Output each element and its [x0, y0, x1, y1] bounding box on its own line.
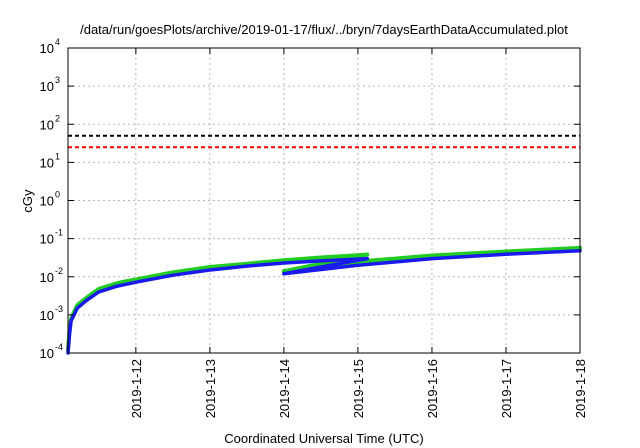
x-tick-label: 2019-1-17	[499, 359, 514, 418]
x-axis-label: Coordinated Universal Time (UTC)	[224, 431, 423, 446]
y-tick-exponent: 3	[55, 75, 60, 85]
y-axis-label: cGy	[20, 189, 35, 213]
x-tick-label: 2019-1-18	[573, 359, 588, 418]
y-tick-exponent: 2	[55, 113, 60, 123]
plot-frame	[67, 47, 581, 354]
y-tick-exponent: 1	[55, 151, 60, 161]
y-tick-label: 10	[40, 270, 54, 285]
data-series	[66, 245, 582, 355]
x-tick-label: 2019-1-15	[351, 359, 366, 418]
y-tick-label: 10	[40, 79, 54, 94]
y-tick-exponent: -2	[55, 266, 63, 276]
x-tick-label: 2019-1-14	[277, 359, 292, 418]
y-tick-label: 10	[40, 308, 54, 323]
y-tick-exponent: 4	[55, 37, 60, 47]
x-tick-label: 2019-1-12	[129, 359, 144, 418]
x-tick-label: 2019-1-13	[203, 359, 218, 418]
grid	[68, 48, 580, 353]
y-tick-exponent: -4	[55, 342, 63, 352]
y-tick-label: 10	[40, 155, 54, 170]
chart-title: /data/run/goesPlots/archive/2019-01-17/f…	[80, 22, 568, 37]
y-tick-exponent: -1	[55, 228, 63, 238]
reference-lines	[68, 134, 580, 149]
y-tick-exponent: 0	[55, 190, 60, 200]
y-tick-label: 10	[40, 232, 54, 247]
x-tick-label: 2019-1-16	[425, 359, 440, 418]
y-tick-label: 10	[40, 117, 54, 132]
y-tick-label: 10	[40, 194, 54, 209]
series-line	[282, 249, 582, 276]
y-tick-label: 10	[40, 346, 54, 361]
y-tick-label: 10	[40, 41, 54, 56]
series-line	[66, 256, 369, 355]
y-tick-exponent: -3	[55, 304, 63, 314]
